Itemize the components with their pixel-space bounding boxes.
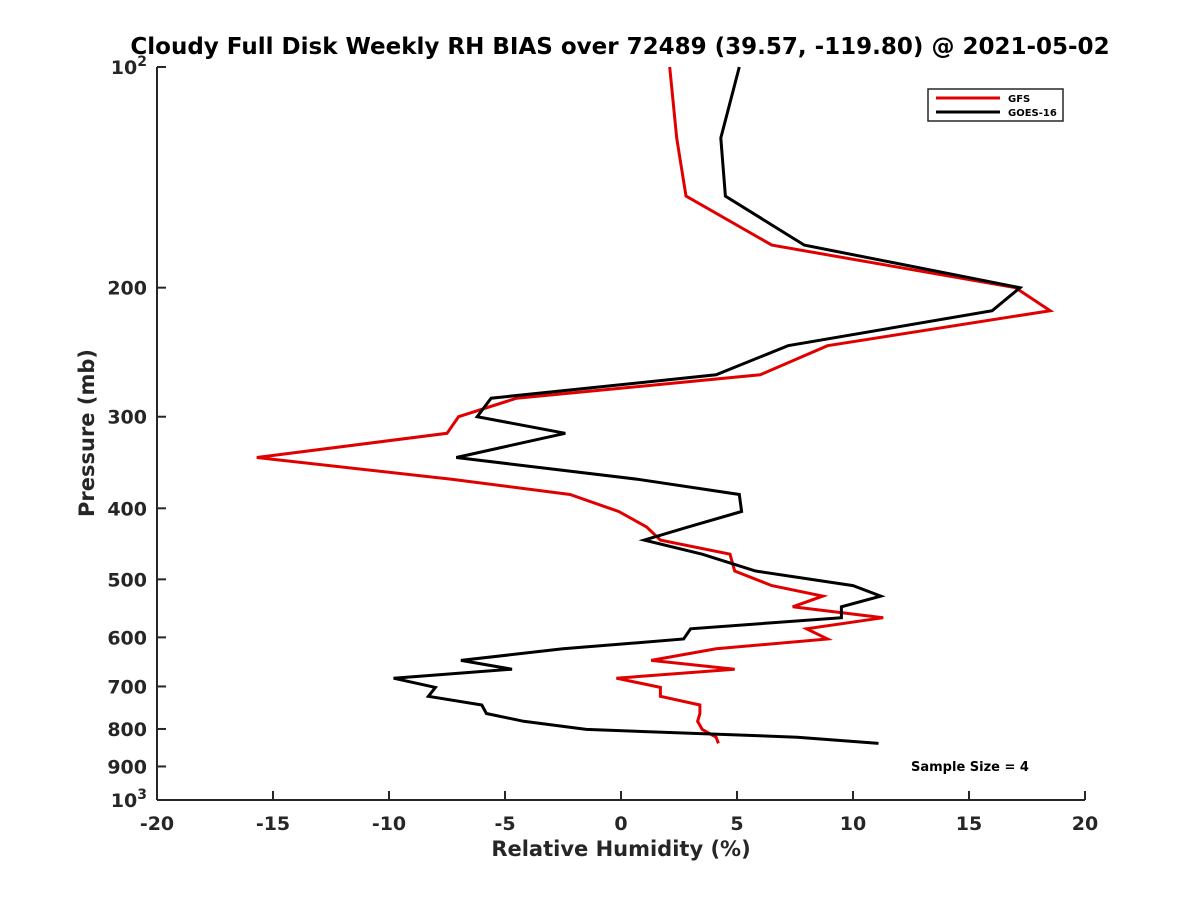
y-tick-label: 900	[107, 756, 147, 778]
legend: GFS GOES-16	[927, 88, 1064, 122]
series-layer	[256, 66, 1055, 745]
legend-box	[927, 88, 1064, 122]
y-tick-label: 300	[107, 407, 147, 429]
x-tick-label: -10	[372, 813, 406, 835]
y-tick-label: 103	[111, 787, 147, 812]
series-line-gfs	[256, 66, 1055, 744]
y-tick-label: 500	[107, 569, 147, 591]
x-axis: -20 -15 -10 -5 0 5 10 15 20	[140, 791, 1098, 835]
y-tick-label: 700	[107, 676, 147, 698]
x-tick-label: 20	[1072, 813, 1098, 835]
sample-size-annotation: Sample Size = 4	[911, 760, 1029, 775]
plot-area	[156, 67, 1085, 801]
x-tick-label: 5	[730, 813, 743, 835]
y-tick-label: 102	[111, 54, 147, 79]
x-tick-label: -20	[140, 813, 174, 835]
y-axis: 102 200 300 400 500 600 700 800 900 103	[107, 54, 166, 812]
x-tick-label: 15	[956, 813, 982, 835]
y-tick-label: 800	[107, 719, 147, 741]
x-tick-label: 0	[614, 813, 627, 835]
legend-label: GFS	[1008, 94, 1030, 105]
y-axis-title: Pressure (mb)	[75, 349, 99, 517]
x-tick-label: -15	[256, 813, 290, 835]
series-line-goes-16	[393, 66, 1024, 745]
x-axis-title: Relative Humidity (%)	[491, 837, 750, 861]
legend-label: GOES-16	[1008, 108, 1057, 119]
y-tick-label: 400	[107, 498, 147, 520]
x-tick-label: -5	[494, 813, 515, 835]
chart-title: Cloudy Full Disk Weekly RH BIAS over 724…	[130, 34, 1109, 60]
x-tick-label: 10	[840, 813, 866, 835]
y-tick-label: 200	[107, 278, 147, 300]
y-tick-label: 600	[107, 627, 147, 649]
